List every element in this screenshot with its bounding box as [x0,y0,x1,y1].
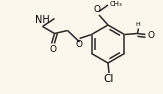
Text: O: O [50,45,57,55]
Text: NH: NH [35,15,49,25]
Text: O: O [94,5,101,14]
Text: H: H [136,22,140,27]
Text: Cl: Cl [104,75,114,85]
Text: CH₃: CH₃ [110,2,123,8]
Text: O: O [75,40,82,49]
Text: O: O [148,31,155,41]
